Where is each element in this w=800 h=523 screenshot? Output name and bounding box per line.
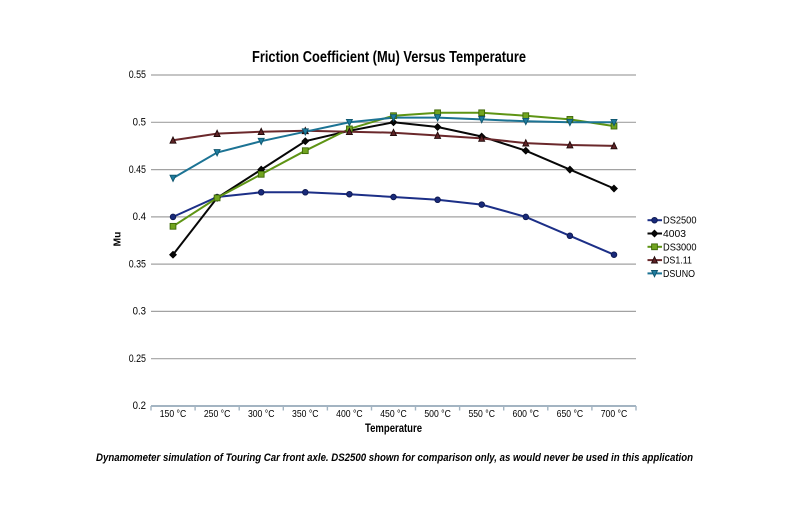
svg-text:550 °C: 550 °C: [468, 408, 495, 420]
svg-text:Dynamometer simulation of Tour: Dynamometer simulation of Touring Car fr…: [96, 452, 693, 464]
svg-text:4003: 4003: [663, 228, 686, 240]
svg-text:700 °C: 700 °C: [601, 408, 628, 420]
svg-text:150 °C: 150 °C: [160, 408, 187, 420]
svg-text:450 °C: 450 °C: [380, 408, 407, 420]
svg-text:Friction Coefficient (Mu) Vers: Friction Coefficient (Mu) Versus Tempera…: [252, 49, 526, 66]
svg-text:0.3: 0.3: [133, 306, 146, 318]
svg-text:600 °C: 600 °C: [513, 408, 540, 420]
svg-text:Mu: Mu: [112, 232, 124, 247]
svg-text:300 °C: 300 °C: [248, 408, 275, 420]
svg-text:400 °C: 400 °C: [336, 408, 363, 420]
svg-text:0.35: 0.35: [129, 258, 146, 270]
svg-text:DS2500: DS2500: [663, 215, 697, 227]
svg-text:0.5: 0.5: [133, 117, 146, 129]
svg-text:DS1.11: DS1.11: [663, 255, 692, 267]
svg-text:650 °C: 650 °C: [557, 408, 584, 420]
svg-text:0.4: 0.4: [133, 211, 146, 223]
svg-text:250 °C: 250 °C: [204, 408, 231, 420]
svg-text:0.55: 0.55: [129, 69, 146, 81]
svg-text:0.45: 0.45: [129, 164, 146, 176]
svg-text:500 °C: 500 °C: [424, 408, 451, 420]
svg-text:DS3000: DS3000: [663, 241, 697, 253]
svg-text:350 °C: 350 °C: [292, 408, 319, 420]
svg-text:0.25: 0.25: [129, 353, 146, 365]
svg-text:DSUNO: DSUNO: [663, 268, 695, 280]
svg-text:0.2: 0.2: [133, 400, 146, 412]
svg-text:Temperature: Temperature: [365, 423, 422, 435]
